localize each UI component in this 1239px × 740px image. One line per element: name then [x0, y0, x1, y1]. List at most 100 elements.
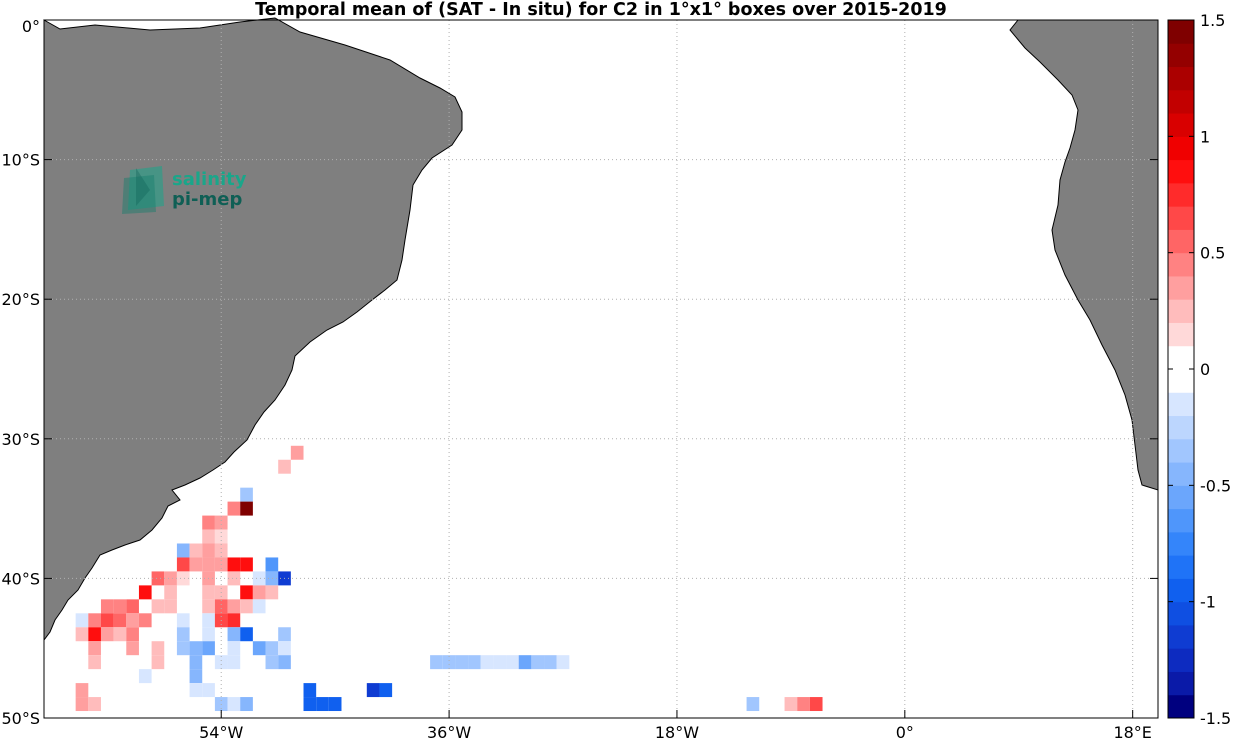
colorbar-segment	[1168, 671, 1194, 696]
colorbar-segment	[1168, 485, 1194, 510]
colorbar-segment	[1168, 462, 1194, 486]
chart-title: Temporal mean of (SAT - In situ) for C2 …	[255, 0, 947, 20]
data-cell	[202, 515, 215, 530]
data-cell	[113, 627, 127, 642]
data-cell	[176, 613, 190, 628]
lat-label: 0°	[22, 17, 40, 36]
data-cell	[113, 599, 127, 614]
data-cell	[265, 571, 279, 586]
data-cell	[379, 683, 393, 698]
colorbar-segment	[1168, 322, 1194, 347]
data-cell	[240, 557, 253, 572]
data-cell	[126, 613, 139, 628]
data-cell	[126, 641, 139, 656]
data-cell	[164, 599, 177, 614]
data-cell	[202, 585, 215, 600]
data-cell	[290, 445, 304, 460]
data-cell	[214, 599, 228, 614]
data-cell	[240, 697, 253, 712]
data-cell	[164, 585, 177, 600]
data-cell	[189, 557, 203, 572]
data-cell	[100, 613, 114, 628]
data-cell	[176, 641, 190, 656]
colorbar-segment	[1168, 182, 1194, 207]
data-cell	[214, 655, 228, 670]
data-cell	[227, 557, 241, 572]
data-cell	[227, 627, 241, 642]
lon-label: 0°	[896, 723, 914, 740]
data-cell	[240, 585, 253, 600]
colorbar-segment	[1168, 415, 1194, 440]
data-cell	[797, 697, 810, 712]
data-cell	[252, 585, 266, 600]
data-cell	[202, 613, 215, 628]
colorbar-segment	[1168, 648, 1194, 672]
data-cell	[151, 655, 165, 670]
data-cell	[100, 599, 114, 614]
data-cell	[265, 641, 279, 656]
colorbar-segment	[1168, 624, 1194, 649]
data-cell	[214, 515, 228, 530]
colorbar-label: -1	[1200, 593, 1216, 612]
colorbar: 1.5 1 0.5 0 -0.5 -1 -1.5	[1167, 11, 1231, 728]
colorbar-segment	[1168, 20, 1194, 44]
data-cell	[214, 543, 228, 558]
data-cell	[240, 501, 253, 516]
data-cell	[227, 613, 241, 628]
data-cell	[240, 599, 253, 614]
data-cell	[88, 613, 101, 628]
data-cell	[265, 585, 279, 600]
data-cell	[468, 655, 481, 670]
longitude-labels: 54°W 36°W 18°W 0° 18°E	[199, 723, 1152, 740]
data-cell	[746, 697, 760, 712]
data-cell	[176, 571, 190, 586]
data-cell	[126, 599, 139, 614]
data-cell	[202, 543, 215, 558]
logo-line1: salinity	[172, 169, 247, 190]
data-cell	[303, 683, 317, 698]
data-cell	[138, 585, 152, 600]
data-cell	[88, 627, 101, 642]
lat-label: 10°S	[1, 151, 40, 170]
data-cell	[265, 655, 279, 670]
data-cell	[202, 529, 215, 544]
logo-line2: pi-mep	[172, 189, 242, 210]
colorbar-label: 0.5	[1200, 244, 1225, 263]
lat-label: 50°S	[1, 709, 40, 728]
colorbar-segment	[1168, 578, 1194, 603]
colorbar-segment	[1168, 601, 1194, 626]
data-cell	[278, 641, 291, 656]
data-cell	[75, 697, 89, 712]
data-cell	[227, 571, 241, 586]
data-cell	[202, 557, 215, 572]
data-cell	[202, 627, 215, 642]
data-cell	[88, 697, 101, 712]
data-cell	[442, 655, 456, 670]
data-cell	[493, 655, 507, 670]
colorbar-segment	[1168, 113, 1194, 137]
lat-label: 40°S	[1, 569, 40, 588]
lat-label: 30°S	[1, 430, 40, 449]
data-cell	[189, 655, 203, 670]
data-cell	[75, 613, 89, 628]
colorbar-label: -0.5	[1200, 476, 1231, 495]
data-cell	[544, 655, 557, 670]
colorbar-label: 1	[1200, 127, 1210, 146]
data-cell	[75, 627, 89, 642]
data-cell	[278, 627, 291, 642]
data-cell	[189, 669, 203, 684]
data-cell	[164, 571, 177, 586]
data-cell	[138, 613, 152, 628]
colorbar-segment	[1168, 555, 1194, 579]
lon-label: 54°W	[199, 723, 243, 740]
data-cell	[202, 683, 215, 698]
colorbar-segment	[1168, 252, 1194, 277]
colorbar-segment	[1168, 229, 1194, 254]
lon-label: 18°W	[655, 723, 699, 740]
data-cell	[151, 641, 165, 656]
data-cell	[809, 697, 823, 712]
data-cell	[265, 557, 279, 572]
data-cell	[252, 599, 266, 614]
colorbar-segment	[1168, 508, 1194, 533]
